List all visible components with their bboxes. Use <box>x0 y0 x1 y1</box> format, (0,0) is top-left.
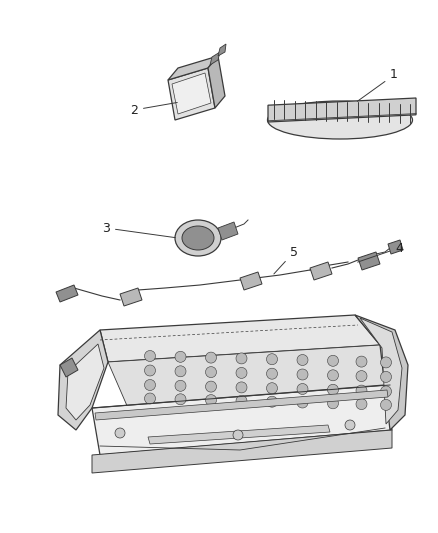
Circle shape <box>145 379 155 391</box>
Circle shape <box>328 370 339 381</box>
Circle shape <box>266 354 278 365</box>
Ellipse shape <box>268 101 413 139</box>
Circle shape <box>356 399 367 409</box>
Circle shape <box>175 381 186 391</box>
Polygon shape <box>388 240 403 254</box>
Polygon shape <box>92 430 392 473</box>
Polygon shape <box>358 252 380 270</box>
Text: 1: 1 <box>357 69 398 101</box>
Polygon shape <box>218 44 226 56</box>
Text: 4: 4 <box>358 241 403 262</box>
Circle shape <box>145 365 155 376</box>
Circle shape <box>205 352 216 363</box>
Text: 5: 5 <box>274 246 298 274</box>
Circle shape <box>266 368 278 379</box>
Circle shape <box>381 357 392 368</box>
Circle shape <box>297 354 308 366</box>
Ellipse shape <box>182 226 214 250</box>
Polygon shape <box>240 272 262 290</box>
Circle shape <box>205 394 216 406</box>
Circle shape <box>356 356 367 367</box>
Polygon shape <box>66 344 104 420</box>
Polygon shape <box>108 345 390 408</box>
Circle shape <box>328 384 339 395</box>
Polygon shape <box>92 385 392 455</box>
Polygon shape <box>360 318 402 424</box>
Circle shape <box>236 353 247 364</box>
Circle shape <box>356 385 367 396</box>
Polygon shape <box>172 73 211 114</box>
Polygon shape <box>355 315 408 430</box>
Polygon shape <box>95 390 388 420</box>
Circle shape <box>328 398 339 409</box>
Circle shape <box>236 395 247 406</box>
Polygon shape <box>218 222 238 240</box>
Text: 3: 3 <box>102 222 175 238</box>
Circle shape <box>145 393 155 404</box>
Text: 2: 2 <box>130 102 177 117</box>
Circle shape <box>236 367 247 378</box>
Circle shape <box>266 396 278 407</box>
Polygon shape <box>310 262 332 280</box>
Circle shape <box>175 366 186 377</box>
Polygon shape <box>268 98 416 122</box>
Polygon shape <box>210 52 220 65</box>
Circle shape <box>266 383 278 394</box>
Circle shape <box>236 382 247 393</box>
Ellipse shape <box>175 220 221 256</box>
Polygon shape <box>58 330 108 430</box>
Circle shape <box>175 394 186 405</box>
Circle shape <box>233 430 243 440</box>
Circle shape <box>205 367 216 377</box>
Polygon shape <box>168 68 215 120</box>
Circle shape <box>297 397 308 408</box>
Polygon shape <box>208 56 225 108</box>
Circle shape <box>381 386 392 397</box>
Circle shape <box>328 356 339 366</box>
Circle shape <box>205 381 216 392</box>
Polygon shape <box>148 425 330 444</box>
Polygon shape <box>60 358 78 377</box>
Polygon shape <box>56 285 78 302</box>
Polygon shape <box>100 315 380 362</box>
Polygon shape <box>120 288 142 306</box>
Circle shape <box>297 384 308 394</box>
Circle shape <box>356 370 367 382</box>
Circle shape <box>381 399 392 410</box>
Circle shape <box>297 369 308 380</box>
Circle shape <box>345 420 355 430</box>
Polygon shape <box>168 56 218 80</box>
Circle shape <box>175 351 186 362</box>
Circle shape <box>145 351 155 361</box>
Circle shape <box>381 372 392 382</box>
Circle shape <box>115 428 125 438</box>
